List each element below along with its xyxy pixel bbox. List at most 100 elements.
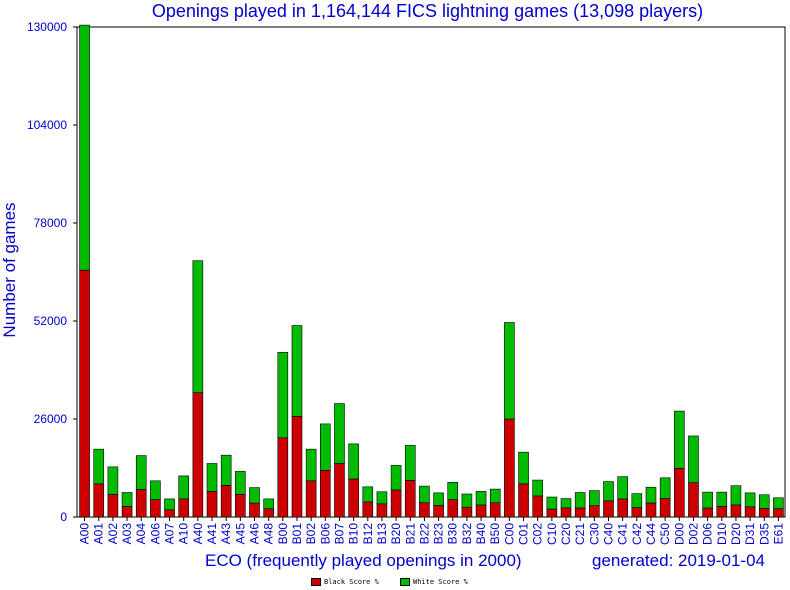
x-tick-label: A43: [219, 523, 233, 545]
bar-white: [291, 325, 303, 417]
bar-black: [532, 495, 544, 518]
bar-white: [716, 491, 728, 507]
bar-white: [121, 492, 133, 507]
bar-black: [249, 502, 260, 518]
x-tick-label: B23: [432, 523, 446, 545]
x-tick-label: A46: [248, 523, 262, 545]
bar-white: [744, 492, 756, 508]
bar-black: [107, 494, 119, 518]
bar-black: [277, 437, 289, 518]
bar-white: [631, 493, 643, 508]
x-tick-label: A45: [233, 523, 247, 545]
x-tick-label: D02: [686, 523, 700, 545]
bar-black: [688, 482, 699, 518]
bar-black: [574, 507, 586, 518]
bar-black: [334, 463, 345, 518]
bar-black: [489, 502, 501, 518]
y-tick-label: 130000: [27, 20, 67, 34]
x-tick-label: D10: [715, 523, 729, 545]
bar-black: [305, 480, 317, 518]
y-tick-label: 52000: [34, 314, 68, 328]
x-tick-label: A02: [106, 523, 120, 545]
bar-black: [603, 500, 614, 518]
legend-swatch-white: [400, 578, 410, 586]
x-tick-label: E61: [771, 523, 785, 545]
bar-white: [220, 454, 232, 486]
x-tick-label: D00: [672, 523, 686, 545]
plot-frame: [76, 26, 786, 518]
x-tick-label: A00: [78, 523, 92, 545]
x-tick-label: C21: [573, 523, 587, 545]
x-tick-label: A10: [177, 523, 191, 545]
bar-white: [574, 492, 586, 509]
bar-black: [291, 416, 303, 518]
legend-label-white: White Score %: [413, 578, 468, 586]
x-tick-label: C42: [630, 523, 644, 545]
bar-white: [475, 491, 487, 506]
x-tick-label: B13: [375, 523, 389, 545]
x-tick-label: D20: [729, 523, 743, 545]
bar-white: [673, 410, 685, 469]
bar-white: [135, 455, 147, 490]
bar-white: [603, 481, 614, 502]
bar-black: [93, 483, 105, 518]
bar-black: [744, 506, 756, 518]
bar-white: [730, 485, 742, 506]
bar-white: [617, 476, 628, 500]
bar-white: [659, 477, 671, 499]
bar-black: [404, 480, 416, 518]
x-tick-label: A01: [92, 523, 106, 545]
bar-white: [107, 466, 119, 495]
x-tick-label: B21: [403, 523, 417, 545]
bar-black: [773, 508, 784, 518]
x-tick-label: D31: [743, 523, 757, 545]
bar-black: [150, 499, 161, 518]
x-tick-label: B30: [446, 523, 460, 545]
bar-black: [376, 503, 388, 518]
x-tick-label: C01: [517, 523, 531, 545]
y-tick-label: 104000: [27, 118, 67, 132]
x-tick-label: C20: [559, 523, 573, 545]
bar-white: [206, 463, 218, 492]
bar-white: [376, 491, 388, 505]
bar-white: [433, 492, 444, 506]
x-tick-label: B22: [417, 523, 431, 545]
bar-black: [461, 506, 473, 518]
bar-white: [560, 498, 572, 509]
x-tick-label: B50: [488, 523, 502, 545]
bar-black: [645, 502, 657, 518]
bar-black: [730, 504, 742, 518]
x-tick-label: B32: [460, 523, 474, 545]
bar-white: [404, 445, 416, 481]
bar-black: [319, 469, 331, 518]
x-tick-label: B02: [304, 523, 318, 545]
x-tick-label: C02: [531, 523, 545, 545]
legend-item-black: Black Score %: [311, 578, 379, 586]
bar-white: [305, 448, 317, 482]
bar-white: [235, 471, 246, 495]
bar-black: [546, 508, 558, 518]
bar-black: [702, 507, 713, 518]
y-tick-label: 26000: [34, 412, 68, 426]
x-tick-label: D35: [757, 523, 771, 545]
x-tick-label: B40: [474, 523, 488, 545]
x-tick-label: A03: [120, 523, 134, 545]
bar-black: [447, 499, 459, 518]
bar-white: [150, 480, 161, 500]
x-tick-label: B07: [332, 523, 346, 545]
x-tick-label: A06: [148, 523, 162, 545]
bar-white: [546, 496, 558, 510]
x-tick-label: B10: [347, 523, 361, 545]
bar-black: [631, 507, 643, 518]
bar-white: [758, 494, 770, 509]
bar-white: [334, 403, 345, 464]
bar-black: [263, 508, 274, 518]
bar-black: [79, 269, 90, 518]
x-tick-label: C41: [616, 523, 630, 545]
generated-note: generated: 2019-01-04: [592, 551, 765, 570]
bar-black: [758, 508, 770, 518]
bar-black: [589, 505, 600, 518]
bar-black: [235, 494, 246, 518]
bar-white: [79, 24, 90, 271]
bar-white: [489, 488, 501, 503]
